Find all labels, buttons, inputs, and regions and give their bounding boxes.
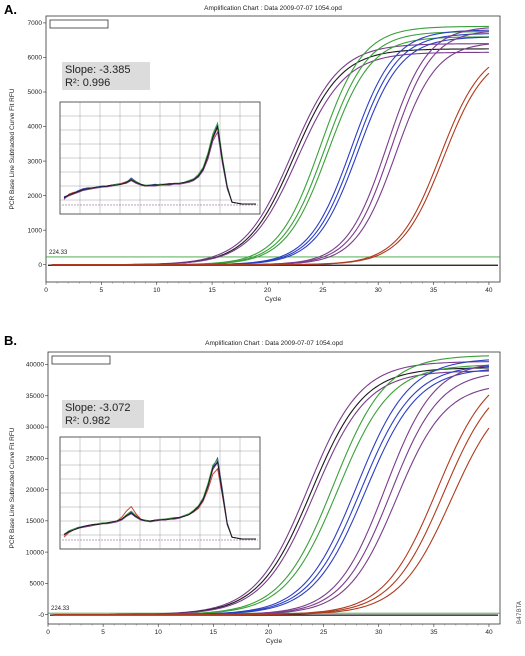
x-tick-label: 15 [208,287,216,294]
y-tick-label: 25000 [26,455,44,462]
y-tick-label: 20000 [26,487,44,494]
panel-b-letter: B. [4,333,17,348]
y-tick-label: 3000 [28,158,43,165]
annotation-box [62,62,150,90]
x-tick-label: 0 [44,287,48,294]
x-axis-label: Cycle [266,638,283,645]
slope-text: Slope: -3.072 [65,402,130,414]
x-tick-label: 35 [430,287,438,294]
x-tick-label: 35 [430,629,438,636]
y-tick-label: 40000 [26,362,44,369]
x-tick-label: 20 [265,629,273,636]
x-tick-label: 30 [375,629,383,636]
chart-title: Amplification Chart : Data 2009-07-07 10… [204,5,342,12]
y-tick-label: 7000 [28,20,43,27]
x-tick-label: 30 [375,287,383,294]
y-tick-label: 15000 [26,518,44,525]
y-tick-label: 4000 [28,124,43,131]
x-tick-label: 20 [264,287,272,294]
x-tick-label: 5 [100,287,104,294]
y-axis-label: PCR Base Line Subtracted Curve Fit RFU [9,88,16,209]
y-tick-label: 30000 [26,424,44,431]
x-tick-label: 5 [101,629,105,636]
y-tick-label: 5000 [28,89,43,96]
amplification-chart-b: Amplification Chart : Data 2009-07-07 10… [9,340,501,645]
slope-text: Slope: -3.385 [65,64,130,76]
y-tick-label: -0 [38,612,44,619]
y-tick-label: 35000 [26,393,44,400]
figure-id: B47BTA [516,600,523,624]
x-tick-label: 15 [210,629,218,636]
chart-title: Amplification Chart : Data 2009-07-07 10… [205,340,343,347]
legend-box [51,355,111,365]
amplification-chart-a: Amplification Chart : Data 2009-07-07 10… [9,5,501,303]
threshold-label: 224.33 [51,606,70,612]
amplification-curves [51,25,490,266]
inset-curves [63,121,256,205]
panel-a-letter: A. [4,2,17,17]
inset-curve-5 [63,460,256,540]
x-tick-label: 10 [155,629,163,636]
x-tick-label: 40 [485,629,493,636]
inset-curve-5 [63,124,256,205]
x-tick-label: 10 [153,287,161,294]
y-tick-label: 5000 [30,581,45,588]
r2-text: R²: 0.982 [65,415,110,427]
y-tick-label: 10000 [26,549,44,556]
x-tick-label: 25 [320,629,328,636]
x-tick-label: 40 [485,287,493,294]
x-tick-label: 25 [319,287,327,294]
y-axis-label: PCR Base Line Subtracted Curve Fit RFU [9,427,16,548]
amplification-curve-14 [53,427,490,616]
x-axis-label: Cycle [265,296,282,303]
y-tick-label: 1000 [28,227,43,234]
r2-text: R²: 0.996 [65,77,110,89]
inset-curves [63,456,256,540]
x-tick-label: 0 [46,629,50,636]
amplification-curve-14 [51,72,490,266]
amplification-curves [53,355,490,616]
y-tick-label: 0 [38,262,42,269]
y-tick-label: 2000 [28,193,43,200]
annotation-box [62,400,144,428]
y-tick-label: 6000 [28,55,43,62]
legend-box [49,19,109,29]
threshold-label: 224.33 [49,250,68,256]
